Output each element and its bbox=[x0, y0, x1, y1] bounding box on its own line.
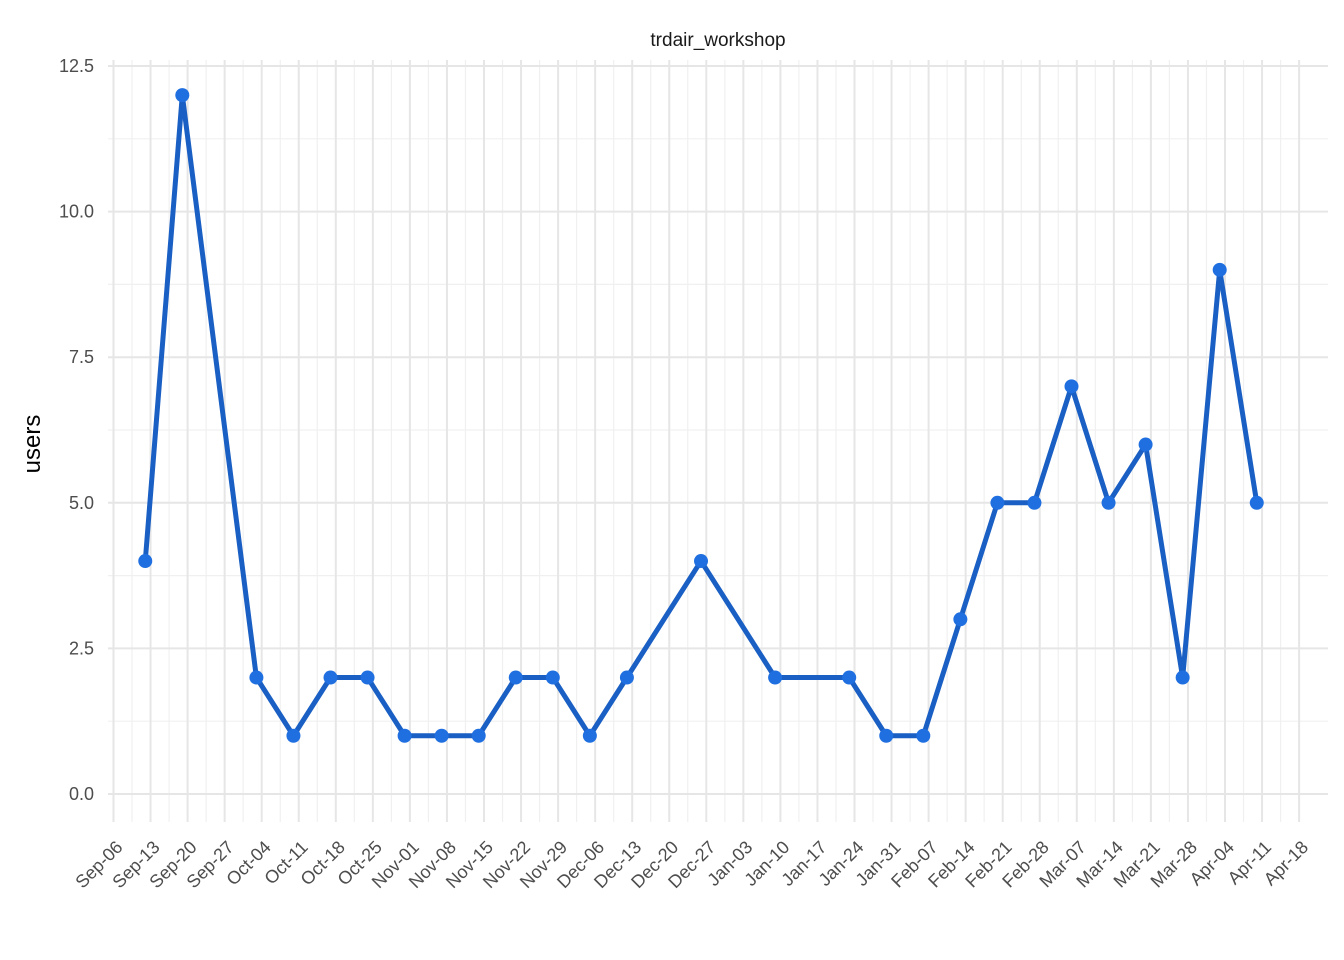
data-point bbox=[1138, 437, 1153, 452]
series-line-segment bbox=[957, 500, 1000, 622]
series-line-segment bbox=[290, 675, 334, 739]
data-point bbox=[842, 670, 857, 685]
series-line-segment bbox=[476, 675, 519, 739]
data-point bbox=[175, 88, 190, 103]
data-point bbox=[1101, 495, 1116, 510]
series-line-segment bbox=[1069, 383, 1112, 506]
data-point bbox=[508, 670, 523, 685]
data-point bbox=[1027, 495, 1042, 510]
minor-gridlines bbox=[108, 60, 1328, 822]
series-lines bbox=[142, 92, 1260, 739]
data-point bbox=[1249, 495, 1264, 510]
data-point bbox=[323, 670, 338, 685]
y-tick-label: 0.0 bbox=[69, 784, 94, 804]
major-gridlines bbox=[108, 60, 1328, 822]
data-point bbox=[249, 670, 264, 685]
y-axis-tick-labels: 0.0 2.5 5.0 7.5 10.0 12.5 bbox=[59, 56, 94, 804]
y-tick-label: 5.0 bbox=[69, 493, 94, 513]
series-line-segment bbox=[253, 675, 296, 739]
series-line-segment bbox=[1180, 267, 1223, 681]
data-point bbox=[360, 670, 375, 685]
y-tick-label: 7.5 bbox=[69, 347, 94, 367]
data-point bbox=[545, 670, 560, 685]
series-line-segment bbox=[1031, 383, 1075, 506]
data-point bbox=[1064, 379, 1079, 394]
data-point bbox=[397, 728, 412, 743]
data-point bbox=[1175, 670, 1190, 685]
series-line-segment bbox=[698, 558, 778, 681]
series-line-segment bbox=[846, 675, 889, 739]
data-point bbox=[768, 670, 783, 685]
series-line-segment bbox=[587, 675, 630, 739]
data-point bbox=[990, 495, 1005, 510]
data-point bbox=[879, 728, 894, 743]
data-point bbox=[286, 728, 301, 743]
data-point bbox=[953, 612, 968, 627]
data-point bbox=[138, 554, 153, 569]
data-point bbox=[619, 670, 634, 685]
series-line-segment bbox=[920, 616, 963, 739]
y-tick-label: 10.0 bbox=[59, 202, 94, 222]
series-line-segment bbox=[365, 675, 408, 739]
series-line-segment bbox=[550, 675, 593, 739]
series-line-segment bbox=[1143, 442, 1186, 681]
data-point bbox=[434, 728, 449, 743]
series-line-segment bbox=[179, 92, 259, 681]
data-point bbox=[471, 728, 486, 743]
y-axis-title: users bbox=[19, 415, 46, 474]
series-line-segment bbox=[142, 92, 185, 564]
data-point bbox=[1212, 262, 1227, 277]
series-points bbox=[138, 88, 1264, 743]
y-tick-label: 2.5 bbox=[69, 638, 94, 658]
data-point bbox=[916, 728, 931, 743]
data-point bbox=[582, 728, 597, 743]
data-point bbox=[694, 554, 709, 569]
x-axis-tick-labels: Sep-06Sep-13Sep-20Sep-27Oct-04Oct-11Oct-… bbox=[71, 837, 1312, 892]
y-tick-label: 12.5 bbox=[59, 56, 94, 76]
series-line-segment bbox=[1217, 267, 1260, 506]
chart-title: trdair_workshop bbox=[650, 30, 785, 51]
series-line-segment bbox=[1106, 442, 1149, 506]
series-line-segment bbox=[624, 558, 704, 681]
